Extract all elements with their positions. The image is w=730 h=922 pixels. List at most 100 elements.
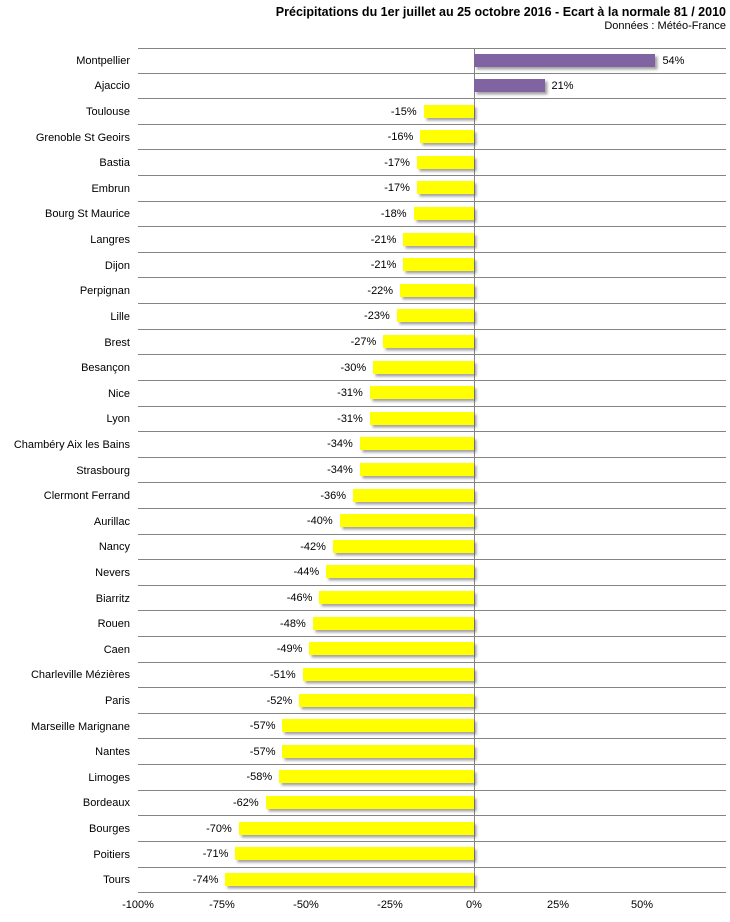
negative-value-bar	[353, 488, 474, 502]
x-axis-tick-label: 50%	[630, 899, 654, 911]
plot-cell: -58%	[138, 765, 726, 791]
chart-row: Tours -74%	[0, 868, 730, 894]
category-label: Caen	[103, 643, 130, 656]
plot-cell: -51%	[138, 663, 726, 689]
value-label: -44%	[293, 566, 320, 579]
category-label: Limoges	[88, 771, 130, 784]
chart-row: Paris -52%	[0, 688, 730, 714]
chart-row: Charleville Mézières -51%	[0, 663, 730, 689]
negative-value-bar	[373, 360, 474, 374]
value-label: -58%	[246, 771, 273, 784]
x-axis-tick-label: -100%	[122, 899, 154, 911]
category-label: Dijon	[104, 259, 130, 272]
category-label: Paris	[104, 695, 130, 708]
chart-row: Ajaccio 21%	[0, 74, 730, 100]
category-label: Nancy	[98, 541, 130, 554]
value-label: -36%	[320, 489, 347, 502]
value-label: -15%	[390, 105, 417, 118]
category-label: Marseille Marignane	[30, 720, 130, 733]
plot-cell: -57%	[138, 714, 726, 740]
plot-cell: 21%	[138, 74, 726, 100]
plot-cell: -23%	[138, 304, 726, 330]
x-axis-tick-label: -75%	[209, 899, 235, 911]
negative-value-bar	[279, 770, 474, 784]
plot-cell: -18%	[138, 202, 726, 228]
value-label: -74%	[192, 873, 219, 886]
plot-cell: -34%	[138, 432, 726, 458]
value-label: -18%	[380, 207, 407, 220]
x-axis: -100% -75% -50% -25% 0% 25% 50%	[0, 893, 730, 919]
plot-cell: -21%	[138, 253, 726, 279]
plot-cell: -17%	[138, 150, 726, 177]
positive-value-bar	[474, 53, 656, 67]
value-label: -46%	[286, 592, 313, 605]
negative-value-bar	[423, 104, 474, 118]
value-label: -17%	[384, 182, 410, 195]
category-label: Nevers	[95, 566, 130, 579]
value-label: -51%	[269, 668, 296, 681]
negative-value-bar	[369, 411, 474, 425]
chart-row: Lyon -31%	[0, 407, 730, 433]
value-label: -21%	[370, 259, 397, 272]
value-label: -27%	[350, 336, 377, 348]
value-label: 21%	[551, 79, 574, 92]
negative-value-bar	[359, 463, 474, 477]
chart-row: Limoges -58%	[0, 765, 730, 791]
value-label: -31%	[337, 387, 363, 400]
positive-value-bar	[474, 78, 545, 92]
value-label: -30%	[340, 361, 367, 374]
plot-cell: -71%	[138, 842, 726, 868]
plot-cell: -49%	[138, 637, 726, 663]
chart-row: Bourges -70%	[0, 816, 730, 842]
category-label: Biarritz	[95, 592, 130, 605]
negative-value-bar	[339, 514, 474, 528]
x-axis-tick-label: 25%	[546, 899, 570, 911]
chart-row: Biarritz -46%	[0, 586, 730, 612]
plot-cell: -36%	[138, 483, 726, 509]
chart-row: Dijon -21%	[0, 253, 730, 279]
plot-cell: -22%	[138, 278, 726, 305]
chart-row: Bourg St Maurice -18%	[0, 202, 730, 228]
negative-value-bar	[302, 667, 474, 681]
negative-value-bar	[413, 206, 474, 220]
plot-cell: -44%	[138, 560, 726, 586]
chart-row: Strasbourg -34%	[0, 458, 730, 484]
plot-cell: -62%	[138, 791, 726, 817]
x-axis-tick-label: -50%	[293, 899, 319, 911]
negative-value-bar	[319, 591, 474, 605]
plot-cell: -31%	[138, 407, 726, 433]
plot-cell: -16%	[138, 125, 726, 151]
value-label: -34%	[327, 464, 353, 477]
chart-row: Poitiers -71%	[0, 842, 730, 868]
chart-row: Chambéry Aix les Bains -34%	[0, 432, 730, 458]
category-label: Clermont Ferrand	[43, 490, 130, 503]
plot-cell: -74%	[138, 868, 726, 894]
value-label: -23%	[364, 310, 390, 323]
category-label: Besançon	[81, 362, 130, 375]
chart-header: Précipitations du 1er juillet au 25 octo…	[0, 0, 730, 32]
chart-row: Grenoble St Geoirs -16%	[0, 125, 730, 151]
category-label: Toulouse	[85, 106, 130, 119]
value-label: -62%	[233, 796, 259, 809]
value-label: -42%	[300, 540, 326, 553]
category-label: Bourg St Maurice	[45, 208, 130, 221]
value-label: -49%	[276, 643, 303, 656]
value-label: -40%	[306, 515, 333, 528]
value-label: -17%	[384, 156, 410, 169]
chart-row: Marseille Marignane -57%	[0, 714, 730, 740]
value-label: -52%	[266, 694, 293, 707]
chart-row: Nancy -42%	[0, 535, 730, 561]
chart-row: Nevers -44%	[0, 560, 730, 586]
category-label: Tours	[103, 874, 130, 887]
negative-value-bar	[282, 719, 474, 733]
chart-row: Besançon -30%	[0, 355, 730, 381]
plot-cell: -31%	[138, 381, 726, 407]
zero-axis-line	[474, 48, 475, 893]
category-label: Charleville Mézières	[30, 669, 130, 682]
negative-value-bar	[332, 539, 474, 553]
negative-value-bar	[369, 386, 474, 400]
chart-row: Langres -21%	[0, 227, 730, 253]
plot-area: Montpellier 54% Ajaccio 21% Toulouse -15% Gren…	[0, 48, 730, 894]
category-label: Embrun	[91, 182, 130, 195]
negative-value-bar	[309, 642, 474, 656]
